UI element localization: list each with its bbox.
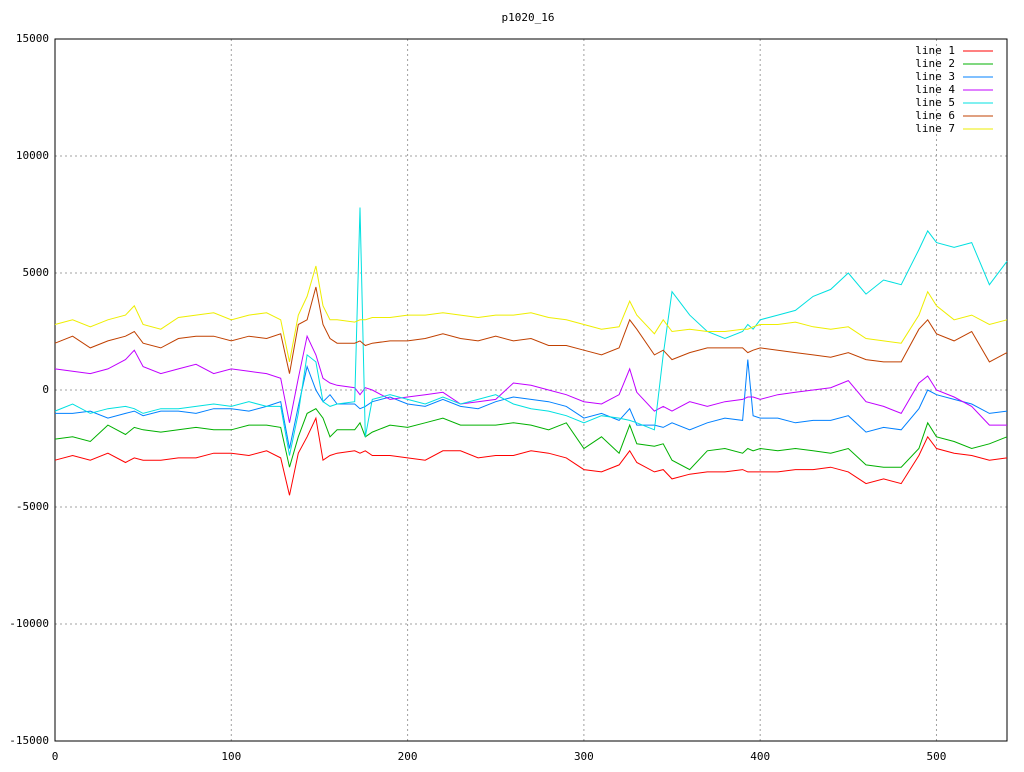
x-tick-label: 300 (574, 750, 594, 763)
series-line (54, 265, 1008, 363)
x-tick-label: 500 (927, 750, 947, 763)
legend-label: line 5 (915, 96, 955, 109)
y-tick-label: -15000 (9, 734, 49, 747)
legend-label: line 3 (915, 70, 955, 83)
series-line (54, 207, 1008, 456)
y-tick-label: 10000 (16, 149, 49, 162)
y-tick-label: 15000 (16, 32, 49, 45)
series-line (55, 359, 1008, 449)
x-tick-label: 100 (221, 750, 241, 763)
legend-label: line 6 (915, 109, 955, 122)
series-line (54, 286, 1008, 374)
series-line (54, 408, 1008, 471)
x-tick-label: 400 (750, 750, 770, 763)
plot-border (54, 38, 1008, 742)
chart-title: p1020_16 (502, 11, 555, 24)
x-tick-label: 0 (52, 750, 59, 763)
series-line (54, 334, 1007, 426)
y-tick-label: -10000 (9, 617, 49, 630)
legend-label: line 7 (915, 122, 955, 135)
series-line (54, 416, 1008, 496)
legend-label: line 1 (915, 44, 955, 57)
legend-label: line 2 (915, 57, 955, 70)
x-tick-label: 200 (398, 750, 418, 763)
y-tick-label: -5000 (16, 500, 49, 513)
y-tick-label: 5000 (23, 266, 50, 279)
y-tick-label: 0 (42, 383, 49, 396)
legend-label: line 4 (915, 83, 955, 96)
